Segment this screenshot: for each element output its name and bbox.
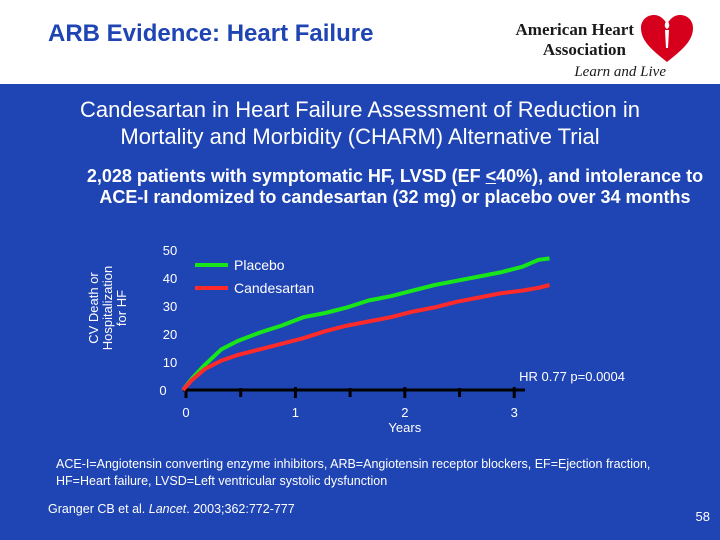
description-part2: 40%), and intolerance to ACE-I randomize… bbox=[99, 166, 704, 207]
citation-authors: Granger CB et al. bbox=[48, 502, 149, 516]
slide-subtitle: Candesartan in Heart Failure Assessment … bbox=[79, 97, 641, 149]
y-tick-label-30: 30 bbox=[163, 299, 177, 314]
series-line-candesartan bbox=[181, 283, 551, 392]
description-part1: 2,028 patients with symptomatic HF, LVSD… bbox=[86, 166, 486, 186]
logo-text-line1: American Heart bbox=[515, 20, 634, 39]
x-tick-label-3: 3 bbox=[511, 405, 518, 420]
km-line-chart: 0 10 20 30 40 50 0 1 2 3 Years CV Death or Hospitali… bbox=[86, 243, 625, 435]
heart-torch-icon bbox=[641, 15, 693, 62]
x-tick-label-1: 1 bbox=[292, 405, 299, 420]
aha-logo: American Heart Association Learn and Liv… bbox=[506, 8, 696, 84]
y-tick-label-10: 10 bbox=[163, 355, 177, 370]
header-band bbox=[0, 0, 720, 84]
series-line-placebo bbox=[181, 256, 550, 392]
hazard-ratio-annotation: HR 0.77 p=0.0004 bbox=[519, 369, 625, 384]
y-axis-label-line-2: Hospitalization bbox=[100, 266, 115, 351]
y-tick-label-50: 50 bbox=[163, 243, 177, 258]
y-tick-label-20: 20 bbox=[163, 327, 177, 342]
trial-description: 2,028 patients with symptomatic HF, LVSD… bbox=[70, 166, 720, 208]
description-underlined-symbol: < bbox=[485, 166, 497, 186]
x-tick-label-2: 2 bbox=[401, 405, 408, 420]
slide-title: ARB Evidence: Heart Failure bbox=[48, 20, 374, 47]
x-axis-label: Years bbox=[388, 420, 421, 435]
page-number: 58 bbox=[695, 509, 710, 524]
y-tick-label-0: 0 bbox=[159, 383, 166, 398]
x-tick-label-0: 0 bbox=[182, 405, 189, 420]
y-axis-label-line-3: for HF bbox=[114, 290, 129, 326]
legend-label-candesartan: Candesartan bbox=[234, 280, 314, 296]
abbreviations-footnote: ACE-I=Angiotensin converting enzyme inhi… bbox=[56, 457, 651, 488]
citation-journal: Lancet bbox=[148, 502, 187, 516]
citation: Granger CB et al. Lancet. 2003;362:772-7… bbox=[48, 502, 295, 516]
y-axis-label-line-1: CV Death or bbox=[86, 272, 101, 344]
logo-tagline: Learn and Live bbox=[574, 64, 666, 80]
citation-details: . 2003;362:772-777 bbox=[186, 502, 295, 516]
logo-text-line2: Association bbox=[542, 40, 626, 59]
y-tick-label-40: 40 bbox=[163, 271, 177, 286]
legend-label-placebo: Placebo bbox=[234, 257, 285, 273]
